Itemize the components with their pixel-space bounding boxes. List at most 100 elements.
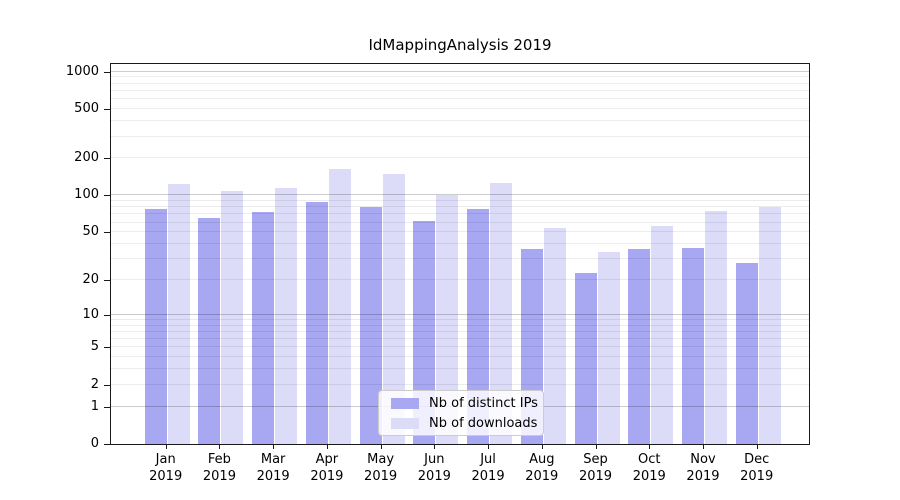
- bar-downloads-aug-2019: [543, 228, 566, 444]
- bar-downloads-dec-2019: [758, 206, 781, 444]
- y-tick-label: 100: [74, 187, 99, 203]
- x-tick-mark: [165, 445, 167, 449]
- x-tick-label: Dec 2019: [725, 451, 789, 485]
- x-tick-label: Apr 2019: [295, 451, 359, 485]
- bar-distinct-ips-jan-2019: [144, 208, 167, 444]
- y-tick-label: 5: [90, 339, 99, 355]
- bar-downloads-mar-2019: [275, 187, 298, 444]
- gridline-minor: [111, 135, 809, 137]
- x-tick-mark: [219, 445, 221, 449]
- x-tick-label: Jun 2019: [402, 451, 466, 485]
- y-tick-label: 1: [90, 398, 99, 414]
- bar-distinct-ips-feb-2019: [198, 218, 221, 444]
- gridline-minor: [111, 157, 809, 159]
- x-tick-mark: [326, 445, 328, 449]
- x-tick-mark: [702, 445, 704, 449]
- x-tick-label-line: 2019: [686, 469, 720, 484]
- x-tick-label-line: 2019: [310, 469, 344, 484]
- x-tick-mark: [273, 445, 275, 449]
- y-tick-label: 10: [82, 306, 99, 322]
- x-tick-label: Sep 2019: [564, 451, 628, 485]
- bar-downloads-nov-2019: [704, 210, 727, 444]
- x-tick-mark: [380, 445, 382, 449]
- x-tick-mark: [488, 445, 490, 449]
- x-tick-label-line: Nov: [690, 452, 716, 467]
- y-tick-label: 1000: [65, 63, 99, 79]
- x-tick-label-line: Jun: [424, 452, 445, 467]
- y-tick-mark: [104, 195, 110, 197]
- gridline-minor: [111, 90, 809, 92]
- gridline-minor: [111, 82, 809, 84]
- y-tick-label: 50: [82, 224, 99, 240]
- chart-title: IdMappingAnalysis 2019: [368, 36, 552, 54]
- x-tick-label-line: Aug: [529, 452, 555, 467]
- x-tick-label: Nov 2019: [671, 451, 735, 485]
- bar-distinct-ips-nov-2019: [681, 248, 704, 444]
- y-tick-mark: [104, 232, 110, 234]
- x-tick-label-line: Jul: [480, 452, 496, 467]
- x-tick-label-line: 2019: [632, 469, 666, 484]
- gridline-major: [111, 194, 809, 196]
- y-tick-mark: [104, 279, 110, 281]
- x-tick-label-line: 2019: [202, 469, 236, 484]
- y-tick-mark: [104, 314, 110, 316]
- gridline-minor: [111, 200, 809, 201]
- x-tick-label-line: 2019: [578, 469, 613, 484]
- gridline-minor: [111, 120, 809, 122]
- x-tick-label-line: 2019: [740, 469, 774, 484]
- bar-distinct-ips-jul-2019: [467, 208, 490, 444]
- plot-area: [110, 63, 810, 445]
- y-tick-mark: [104, 347, 110, 349]
- x-tick-label-line: Apr: [315, 452, 339, 467]
- x-tick-label-line: Jan: [155, 452, 176, 467]
- legend-item-distinct-ips: Nb of distinct IPs: [387, 395, 538, 411]
- x-tick-mark: [434, 445, 436, 449]
- x-tick-label-line: 2019: [471, 469, 505, 484]
- y-tick-mark: [104, 109, 110, 111]
- x-tick-label-line: 2019: [525, 469, 559, 484]
- bar-downloads-oct-2019: [651, 226, 674, 444]
- bar-distinct-ips-sep-2019: [574, 272, 597, 444]
- x-tick-label-line: Dec: [744, 452, 770, 467]
- x-tick-label-line: Feb: [207, 452, 231, 467]
- bar-downloads-may-2019: [382, 174, 405, 444]
- bar-distinct-ips-oct-2019: [628, 249, 651, 444]
- gridline-minor: [111, 76, 809, 78]
- bar-distinct-ips-mar-2019: [252, 212, 275, 444]
- legend-swatch-distinct-ips: [391, 397, 419, 409]
- x-tick-label: May 2019: [349, 451, 413, 485]
- bar-distinct-ips-dec-2019: [735, 262, 758, 444]
- x-tick-label-line: 2019: [256, 469, 290, 484]
- x-tick-label: Jan 2019: [134, 451, 198, 485]
- legend-swatch-downloads: [391, 417, 419, 429]
- x-tick-label-line: 2019: [149, 469, 183, 484]
- legend-item-downloads: Nb of downloads: [387, 415, 538, 431]
- bar-downloads-apr-2019: [328, 169, 351, 444]
- gridline-minor: [111, 98, 809, 100]
- x-tick-label: Aug 2019: [510, 451, 574, 485]
- x-tick-label-line: Sep: [583, 452, 608, 467]
- gridline-minor: [111, 206, 809, 208]
- y-tick-mark: [104, 444, 110, 445]
- bar-distinct-ips-apr-2019: [305, 202, 328, 444]
- y-tick-mark: [104, 71, 110, 73]
- legend: Nb of distinct IPs Nb of downloads: [378, 390, 544, 436]
- y-tick-label: 20: [82, 271, 99, 287]
- x-tick-label: Mar 2019: [241, 451, 305, 485]
- y-tick-label: 500: [74, 101, 99, 117]
- x-tick-mark: [595, 445, 597, 449]
- x-tick-label: Oct 2019: [617, 451, 681, 485]
- y-tick-label: 200: [74, 150, 99, 166]
- x-tick-label-line: May: [367, 452, 395, 467]
- bar-downloads-sep-2019: [597, 252, 620, 444]
- gridline-major: [111, 70, 809, 72]
- y-tick-label: 0: [90, 436, 99, 451]
- x-tick-label-line: Oct: [637, 452, 661, 467]
- x-tick-mark: [649, 445, 651, 449]
- bar-downloads-jun-2019: [436, 194, 459, 444]
- legend-label-downloads: Nb of downloads: [429, 415, 538, 431]
- x-tick-mark: [541, 445, 543, 449]
- legend-label-distinct-ips: Nb of distinct IPs: [429, 395, 538, 411]
- x-tick-label-line: 2019: [417, 469, 451, 484]
